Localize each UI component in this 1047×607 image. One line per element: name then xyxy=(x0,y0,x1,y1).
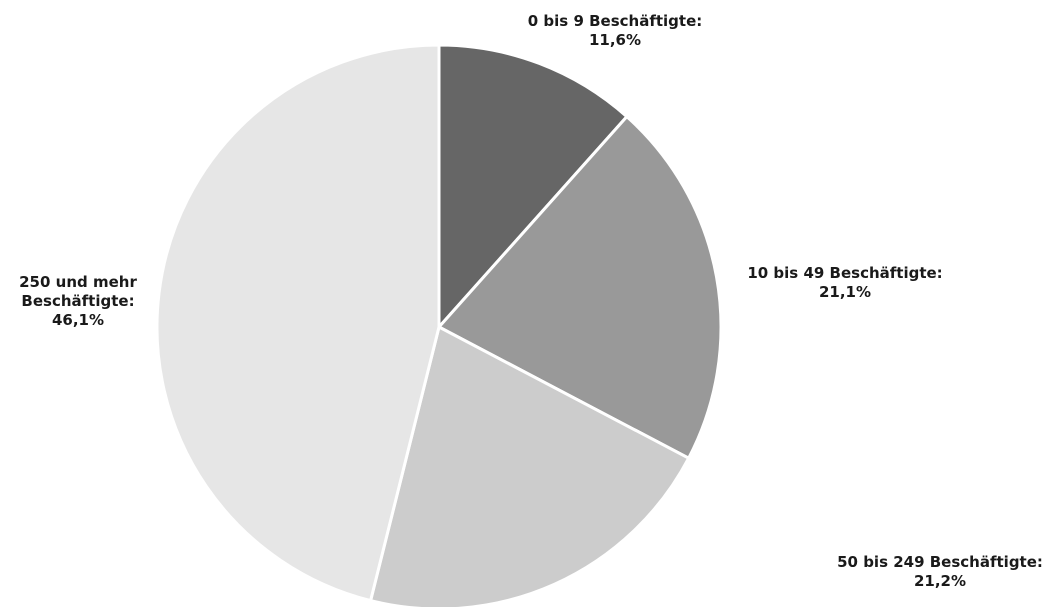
slice-value-text: 46,1% xyxy=(52,311,104,329)
slice-label: 10 bis 49 Beschäftigte: 21,1% xyxy=(747,264,942,301)
slice-label-text: 250 und mehr xyxy=(19,273,137,291)
slice-value-text: 11,6% xyxy=(589,31,641,49)
pie-slice xyxy=(437,43,629,331)
slice-label-text: Beschäftigte: xyxy=(21,292,134,310)
pie-slices xyxy=(155,43,723,607)
pie-slice xyxy=(436,114,723,461)
slice-label: 50 bis 249 Beschäftigte: 21,2% xyxy=(837,553,1043,590)
slice-label-text: 10 bis 49 Beschäftigte: xyxy=(747,264,942,282)
slice-label: 0 bis 9 Beschäftigte: 11,6% xyxy=(528,12,703,49)
slice-value-text: 21,1% xyxy=(819,283,871,301)
pie-slice xyxy=(155,43,441,603)
pie-slice xyxy=(368,324,691,607)
slice-label-text: 50 bis 249 Beschäftigte: xyxy=(837,553,1043,571)
slice-label-text: 0 bis 9 Beschäftigte: xyxy=(528,12,703,30)
slice-label: 250 und mehr Beschäftigte: 46,1% xyxy=(19,273,137,329)
slice-labels: 0 bis 9 Beschäftigte: 11,6% 10 bis 49 Besc… xyxy=(19,12,1043,590)
slice-value-text: 21,2% xyxy=(914,572,966,590)
